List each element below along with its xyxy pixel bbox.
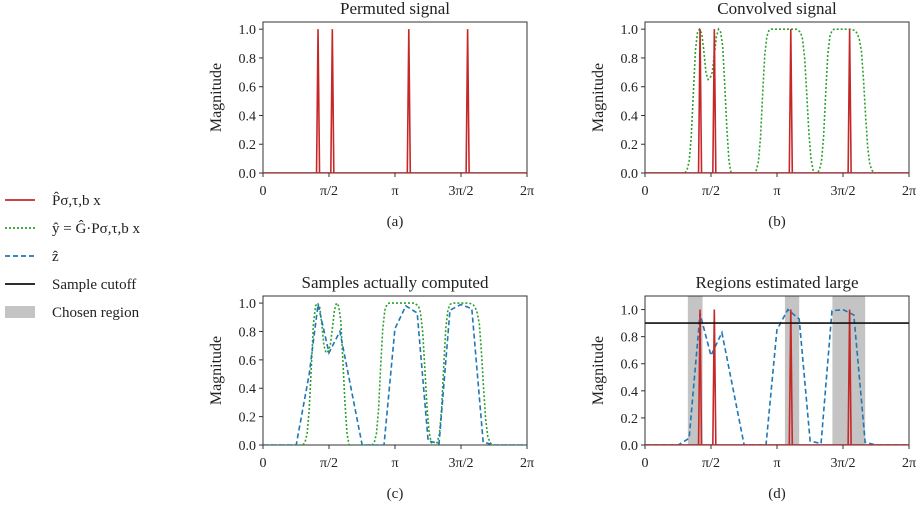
convolved-series-line [645,27,909,173]
signal-spike [788,29,794,173]
plot-frame [262,21,528,174]
signal-spike [847,309,852,445]
x-tick-label: 0 [260,456,267,471]
y-tick-label: 0.6 [239,354,257,369]
plot-frame [644,21,910,174]
panel-caption: (c) [387,486,404,502]
legend-item: ŷ = Ĝ·Pσ,τ,b x [5,220,140,237]
panel-title: Samples actually computed [302,273,489,292]
legend-label: Sample cutoff [52,277,136,293]
y-tick-label: 0.0 [239,439,257,454]
y-tick-label: 1.0 [239,23,257,38]
signal-spike [697,29,703,173]
y-tick-label: 0.2 [621,412,639,427]
y-tick-label: 0.6 [621,358,639,373]
panel-title: Regions estimated large [695,273,858,292]
y-tick-label: 0.8 [239,52,257,67]
signal-spike [465,29,470,173]
y-tick-label: 0.2 [621,138,639,153]
legend-label: Chosen region [52,305,140,321]
y-tick-label: 1.0 [621,304,639,319]
legend-label: ŷ = Ĝ·Pσ,τ,b x [52,220,140,237]
y-tick-label: 1.0 [239,297,257,312]
plot-area [263,301,527,445]
y-tick-label: 0.4 [621,109,639,124]
legend: P̂σ,τ,b x ŷ = Ĝ·Pσ,τ,b x ẑ Sample cutoff Cho… [5,192,140,321]
plot-area [263,29,527,173]
legend-item: Chosen region [5,305,140,321]
plot-area [645,308,909,445]
x-tick-label: π/2 [320,456,338,471]
y-tick-label: 0.2 [239,138,257,153]
y-tick-label: 0.2 [239,411,257,426]
chart-panel-3: Samples actually computed Magnitude 0.0 0.2… [208,273,534,502]
y-axis-label: Magnitude [208,63,225,132]
panel-caption: (d) [768,486,786,502]
y-tick-label: 0.6 [621,81,639,96]
panel-caption: (b) [768,214,786,230]
x-tick-label: 2π [902,456,916,471]
x-tick-label: π/2 [702,184,720,199]
x-tick-label: π [391,456,398,471]
y-tick-label: 0.6 [239,81,257,96]
plot-frame [644,295,910,446]
x-tick-label: π [773,184,780,199]
legend-swatch [5,306,35,318]
y-tick-label: 0.0 [239,167,257,182]
signal-spike [847,29,852,173]
x-tick-label: 3π/2 [449,456,474,471]
chart-panel-2: Convolved signal Magnitude 0.0 0.2 0.4 0.6 0.8… [590,0,916,230]
y-axis-label: Magnitude [590,63,607,132]
y-tick-label: 0.8 [621,52,639,67]
legend-item: Sample cutoff [5,277,136,293]
chart-panel-1: Permuted signal Magnitude 0.0 0.2 0.4 0.6 0.8 1… [208,0,534,230]
y-axis-label: Magnitude [208,336,225,405]
signal-spike [315,29,321,173]
x-tick-label: 0 [260,184,267,199]
legend-label: ẑ [52,249,59,265]
plot-area [645,27,909,173]
y-tick-label: 1.0 [621,23,639,38]
chart-panel-4: Regions estimated large Magnitude 0.0 0.2 0.… [590,273,916,502]
panels: Permuted signal Magnitude 0.0 0.2 0.4 0.6 0.8 1… [208,0,916,502]
signal-spike [697,309,703,445]
x-tick-label: 2π [520,184,534,199]
legend-item: P̂σ,τ,b x [5,192,101,209]
signal-spike [712,309,717,445]
panel-title: Convolved signal [717,0,837,18]
x-tick-label: 2π [902,184,916,199]
x-tick-label: 3π/2 [831,184,856,199]
x-tick-label: 3π/2 [831,456,856,471]
convolved-series-line [263,301,527,445]
y-tick-label: 0.4 [239,382,257,397]
x-tick-label: 0 [642,456,649,471]
y-tick-label: 0.4 [239,109,257,124]
y-tick-label: 0.8 [239,325,257,340]
x-tick-label: π [391,184,398,199]
plot-frame [262,295,528,446]
x-tick-label: 2π [520,456,534,471]
x-tick-label: 0 [642,184,649,199]
y-tick-label: 0.0 [621,439,639,454]
panel-title: Permuted signal [340,0,450,18]
signal-spike [330,29,335,173]
x-tick-label: π/2 [702,456,720,471]
signal-spike [788,309,794,445]
estimate-series-line [645,308,909,445]
y-tick-label: 0.4 [621,385,639,400]
legend-label: P̂σ,τ,b x [52,192,101,209]
x-tick-label: π [773,456,780,471]
signal-spike [406,29,412,173]
panel-caption: (a) [387,214,404,230]
y-tick-label: 0.8 [621,331,639,346]
x-tick-label: π/2 [320,184,338,199]
signal-spike [712,29,717,173]
y-axis-label: Magnitude [590,336,607,405]
x-tick-label: 3π/2 [449,184,474,199]
y-tick-label: 0.0 [621,167,639,182]
estimate-series-line [263,303,527,445]
legend-item: ẑ [5,249,59,265]
